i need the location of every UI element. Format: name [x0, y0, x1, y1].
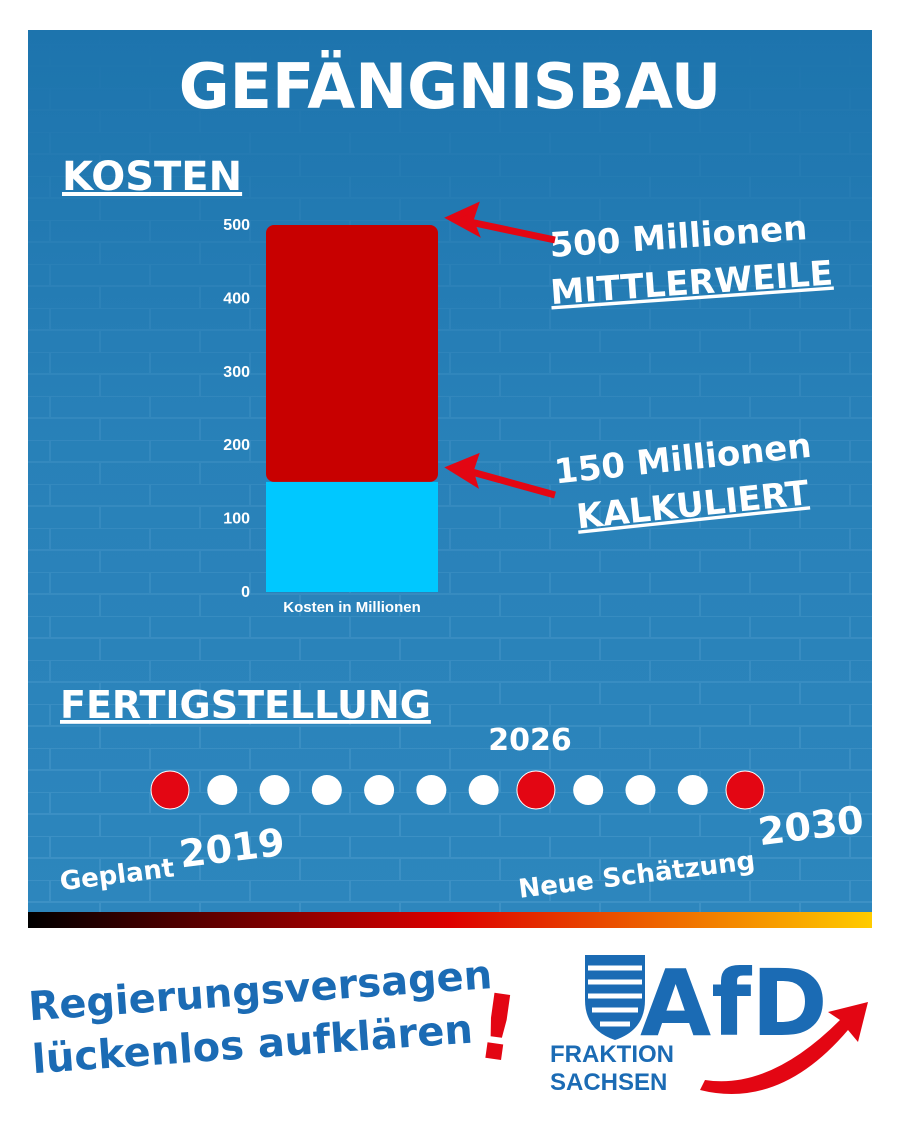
timeline-dot [677, 775, 708, 805]
logo-arrow [700, 1002, 868, 1094]
y-tick-label: 400 [223, 290, 250, 307]
y-tick-label: 200 [223, 437, 250, 454]
timeline-dot [625, 775, 656, 805]
y-tick-label: 100 [223, 511, 250, 528]
arrow [444, 452, 556, 499]
x-tick-label: Kosten in Millionen [283, 599, 421, 616]
bar-segment [266, 481, 438, 592]
timeline-dot-highlight [150, 770, 190, 810]
timeline-dot [573, 775, 604, 805]
arrow [444, 201, 556, 244]
slogan: Regierungsversagen lückenlos aufklären [27, 952, 494, 1083]
timeline-dot [364, 775, 395, 805]
timeline-middle-label: 2026 [488, 723, 572, 758]
timeline-dot-highlight [516, 770, 556, 810]
y-tick-label: 0 [241, 584, 250, 601]
section-title: FERTIGSTELLUNG [60, 683, 431, 727]
main-title: GEFÄNGNISBAU [179, 50, 722, 123]
logo: AfD FRAKTION SACHSEN [550, 950, 868, 1096]
logo-name: AfD [640, 950, 828, 1057]
bar-segment [266, 225, 438, 482]
logo-stripes [588, 965, 642, 1027]
y-tick-label: 500 [223, 217, 250, 234]
timeline-dot [259, 775, 290, 805]
logo-line: SACHSEN [550, 1069, 667, 1096]
timeline-dots [150, 770, 765, 810]
timeline-dot [468, 775, 499, 805]
timeline-dot [207, 775, 238, 805]
logo-line: FRAKTION [550, 1041, 674, 1068]
panel-shade [28, 30, 872, 914]
timeline-dot [416, 775, 447, 805]
y-tick-label: 300 [223, 364, 250, 381]
flag-stripe [28, 912, 872, 928]
timeline-dot [311, 775, 342, 805]
section-title: KOSTEN [62, 154, 242, 200]
timeline-dot-highlight [725, 770, 765, 810]
